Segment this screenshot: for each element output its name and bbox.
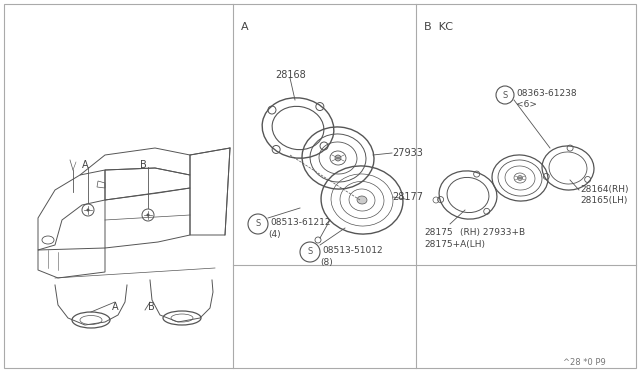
Text: 08513-61212: 08513-61212 <box>270 218 330 227</box>
Circle shape <box>335 155 341 161</box>
Text: <6>: <6> <box>516 100 537 109</box>
Text: A: A <box>241 22 248 32</box>
Text: 08363-61238: 08363-61238 <box>516 89 577 98</box>
Text: 28177: 28177 <box>392 192 423 202</box>
Text: 27933: 27933 <box>392 148 423 158</box>
Text: 08513-51012: 08513-51012 <box>322 246 383 255</box>
Ellipse shape <box>357 196 367 204</box>
Circle shape <box>147 214 150 217</box>
Text: 28164(RH): 28164(RH) <box>580 185 628 194</box>
Text: (RH) 27933+B: (RH) 27933+B <box>460 228 525 237</box>
Text: S: S <box>502 90 508 99</box>
Text: 28175+A(LH): 28175+A(LH) <box>424 240 485 249</box>
Text: B  KC: B KC <box>424 22 453 32</box>
Text: S: S <box>307 247 312 257</box>
Text: 28165(LH): 28165(LH) <box>580 196 627 205</box>
Circle shape <box>518 176 522 180</box>
Text: B: B <box>140 160 147 170</box>
Text: S: S <box>255 219 260 228</box>
Circle shape <box>86 208 90 212</box>
Text: 28168: 28168 <box>275 70 306 80</box>
Text: 28175: 28175 <box>424 228 452 237</box>
Text: (4): (4) <box>268 230 280 239</box>
Text: A: A <box>112 302 118 312</box>
Text: (8): (8) <box>320 258 333 267</box>
Text: B: B <box>148 302 155 312</box>
Text: A: A <box>82 160 88 170</box>
Text: ^28 *0 P9: ^28 *0 P9 <box>563 358 605 367</box>
